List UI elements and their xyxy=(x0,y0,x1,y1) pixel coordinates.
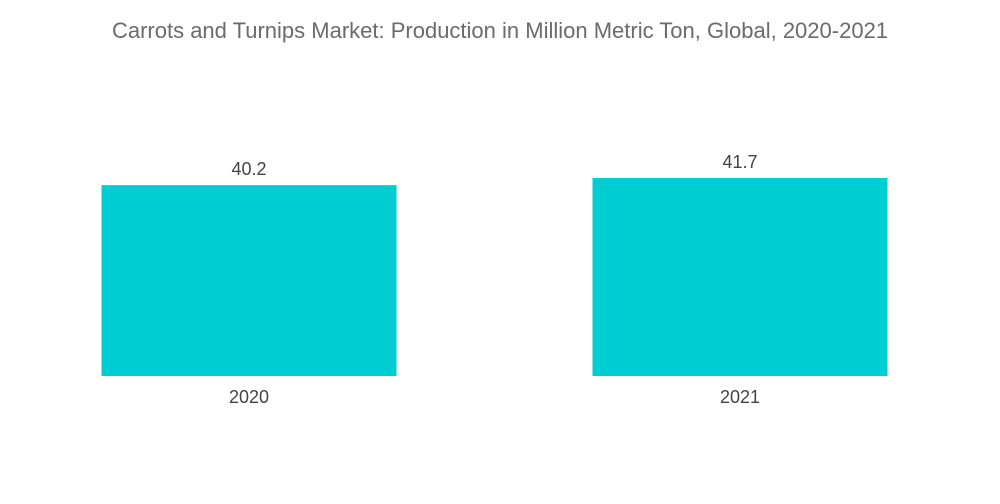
chart-title: Carrots and Turnips Market: Production i… xyxy=(111,18,889,43)
bar-2021 xyxy=(592,178,888,376)
bar-2020 xyxy=(101,185,397,376)
x-tick-label-2020: 2020 xyxy=(229,387,269,407)
value-label-2020: 40.2 xyxy=(231,159,266,179)
value-label-2021: 41.7 xyxy=(722,152,757,172)
x-tick-label-2021: 2021 xyxy=(720,387,760,407)
